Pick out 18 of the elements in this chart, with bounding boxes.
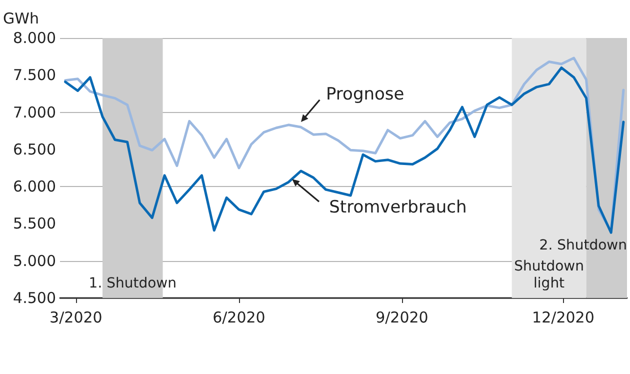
- annotation: Stromverbrauch: [329, 198, 467, 218]
- x-tick-label: 6/2020: [212, 308, 266, 326]
- y-tick-label: 7.500: [13, 66, 56, 84]
- x-tick-label: 9/2020: [376, 308, 428, 326]
- annotation: Prognose: [326, 84, 404, 104]
- x-tick-label: 3/2020: [50, 308, 102, 326]
- y-tick-label: 5.500: [13, 214, 56, 233]
- y-tick-label: 6.000: [13, 178, 56, 196]
- band-label: Shutdown light: [514, 258, 584, 292]
- band-label: 2. Shutdown: [539, 238, 627, 254]
- x-tick-label: 12/2020: [532, 308, 594, 326]
- y-tick-label: 6.500: [13, 140, 56, 158]
- band-label: 1. Shutdown: [88, 276, 177, 292]
- y-axis-title: GWh: [3, 10, 39, 28]
- y-tick-label: 8.000: [13, 29, 56, 47]
- y-tick-label: 5.000: [13, 252, 56, 270]
- y-tick-label: 7.000: [13, 103, 56, 122]
- y-tick-label: 4.500: [13, 289, 56, 307]
